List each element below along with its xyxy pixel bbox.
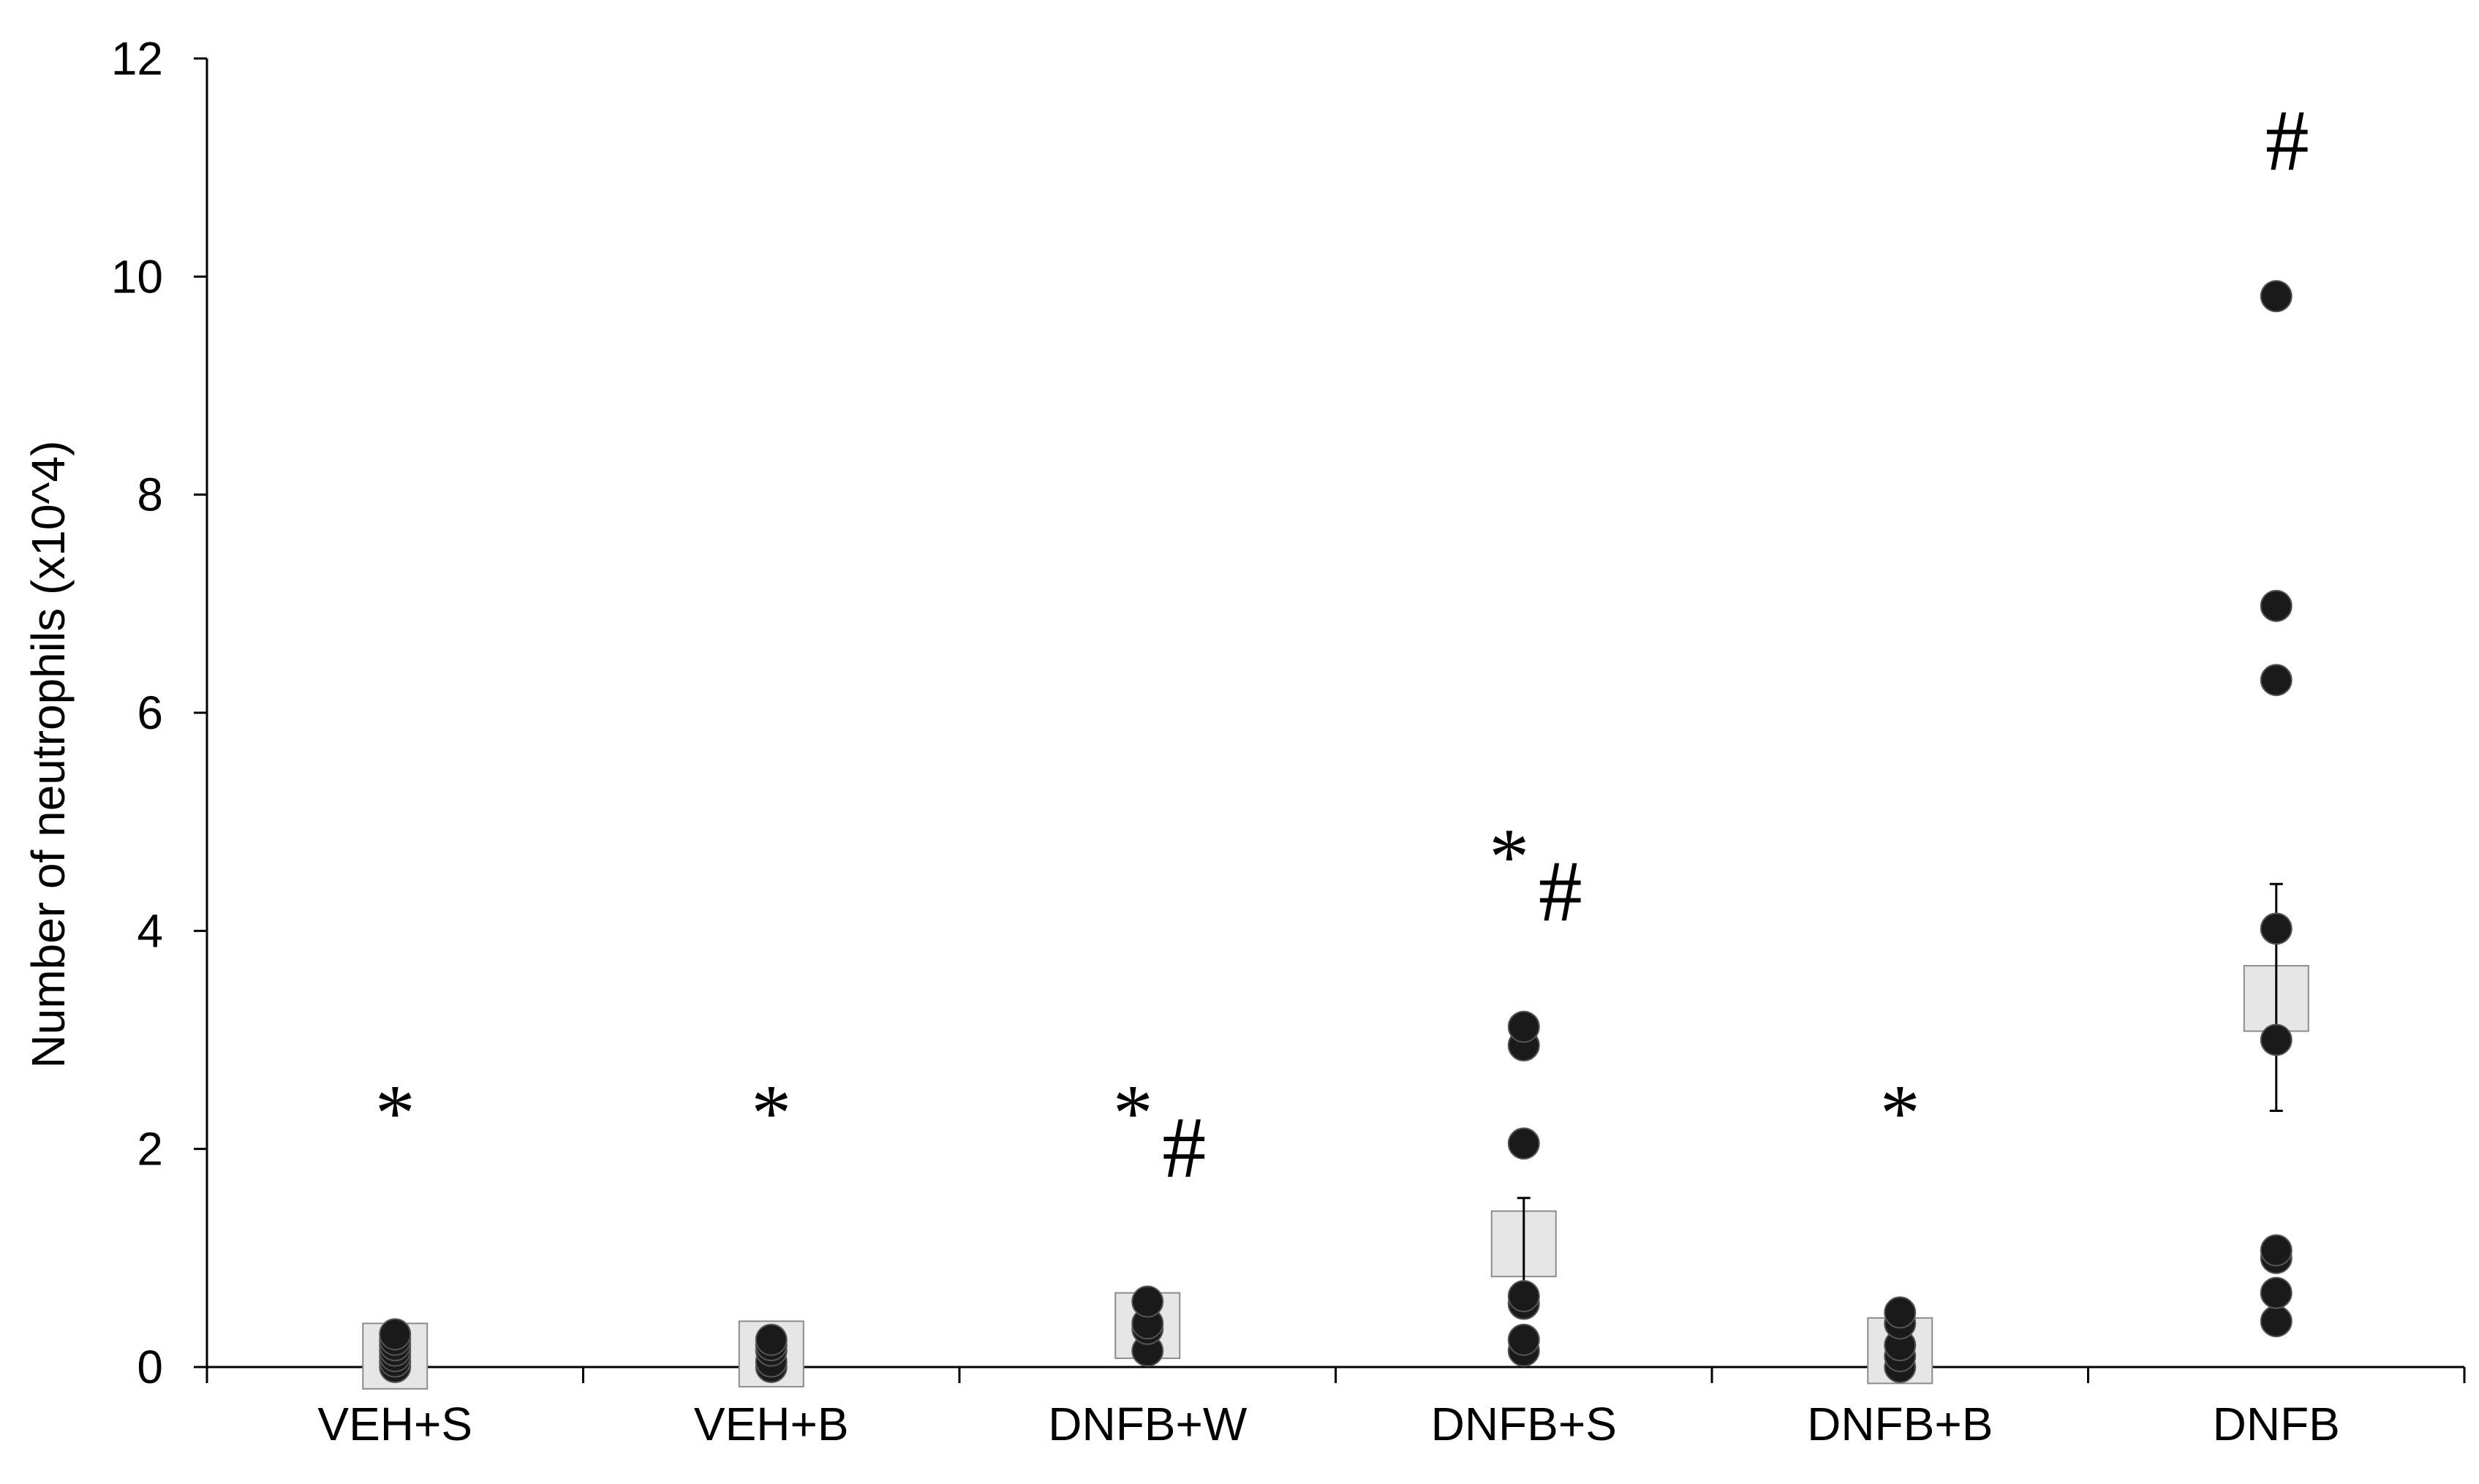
data-point (2260, 664, 2293, 697)
data-point (1507, 1323, 1540, 1356)
annotation-asterisk: * (375, 1069, 415, 1158)
data-point (1507, 1010, 1540, 1043)
x-tick-label: VEH+B (694, 1398, 849, 1450)
mean-boxes (362, 965, 2309, 1390)
significance-annotations: * * * #* #*# (375, 91, 2309, 1196)
data-point (379, 1318, 412, 1351)
annotation-hash: # (1539, 842, 1582, 939)
data-point (1131, 1285, 1164, 1318)
annotation-asterisk: * (1489, 812, 1529, 901)
x-tick-label: DNFB (2213, 1398, 2340, 1450)
data-points (379, 280, 2293, 1383)
data-point (1507, 1127, 1540, 1160)
data-point (2260, 1276, 2293, 1309)
annotation-hash: # (2265, 91, 2309, 189)
y-tick-label: 10 (111, 250, 163, 303)
data-point (1507, 1280, 1540, 1313)
x-tick-label: DNFB+B (1807, 1398, 1993, 1450)
y-axis-title: Number of neutrophils (x10^4) (22, 441, 75, 1069)
y-axis: 0 2 4 6 8 10 12 (111, 32, 208, 1393)
y-tick-label: 2 (137, 1123, 163, 1176)
annotation-hash: # (1162, 1098, 1206, 1195)
annotation-asterisk: * (1113, 1068, 1153, 1157)
annotation-asterisk: * (1880, 1069, 1920, 1158)
x-axis: VEH+S VEH+B DNFB+W DNFB+S DNFB+B DNFB (205, 1366, 2466, 1450)
x-tick-label: DNFB+S (1431, 1398, 1617, 1450)
data-point (2260, 1305, 2293, 1338)
y-tick-label: 12 (111, 32, 163, 85)
x-tick-label: DNFB+W (1048, 1398, 1248, 1450)
y-tick-label: 0 (137, 1341, 163, 1393)
data-point (755, 1323, 788, 1356)
data-point (2260, 280, 2293, 313)
y-tick-label: 4 (137, 904, 163, 957)
data-point (1884, 1296, 1917, 1329)
data-point (2260, 589, 2293, 622)
y-tick-label: 6 (137, 686, 163, 739)
annotation-asterisk: * (751, 1069, 791, 1158)
data-point (2260, 1234, 2293, 1267)
data-point (2260, 1023, 2293, 1056)
y-tick-label: 8 (137, 469, 163, 521)
x-tick-label: VEH+S (317, 1398, 472, 1450)
data-point (2260, 912, 2293, 945)
